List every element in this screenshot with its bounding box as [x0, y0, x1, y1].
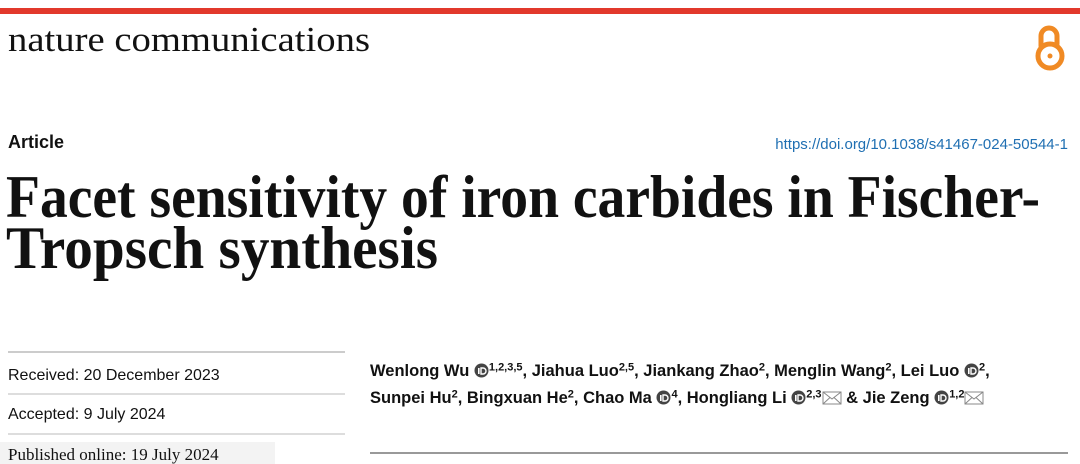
published-bg: [0, 442, 275, 464]
affiliation: 2: [885, 361, 892, 374]
author-name: Menglin Wang: [774, 362, 886, 380]
title-line: Facet sensitivity of iron carbides in Fi…: [6, 164, 1040, 230]
article-type: Article: [8, 132, 64, 152]
accepted-date: Accepted: 9 July 2024: [8, 406, 166, 423]
affiliation: 2: [567, 388, 574, 401]
author-list: Wenlong Wu 1,2,3,5, Jiahua Luo2,5, Jiank…: [370, 358, 1075, 412]
affiliation: 1,2,3,5: [488, 361, 523, 374]
orcid-icon[interactable]: [964, 363, 979, 378]
author-name: Jiankang Zhao: [643, 362, 759, 380]
received-date: Received: 20 December 2023: [8, 367, 220, 384]
separator: ,: [573, 389, 579, 407]
author-name: Hongliang Li: [686, 389, 787, 407]
orcid-icon[interactable]: [791, 390, 806, 405]
separator: &: [846, 389, 859, 407]
author-name: Sunpei Hu: [370, 389, 452, 407]
affiliation: 2,5: [618, 361, 635, 374]
affiliation: 2: [978, 361, 986, 374]
affiliation: 4: [671, 388, 678, 401]
title-line: Tropsch synthesis: [6, 215, 438, 281]
email-icon[interactable]: [822, 391, 842, 405]
separator: ,: [457, 389, 463, 407]
affiliation: 1,2: [949, 388, 965, 401]
author-name: Jiahua Luo: [531, 362, 619, 380]
doi-link[interactable]: https://doi.org/10.1038/s41467-024-50544…: [775, 136, 1068, 153]
author-name: Chao Ma: [583, 389, 652, 407]
author-name: Wenlong Wu: [370, 362, 470, 380]
email-icon[interactable]: [964, 391, 984, 405]
author-name: Lei Luo: [900, 362, 960, 380]
author-name: Bingxuan He: [466, 389, 568, 407]
separator: ,: [985, 362, 990, 380]
journal-name: nature communications: [8, 20, 370, 59]
separator: ,: [634, 362, 639, 380]
separator: ,: [764, 362, 770, 380]
separator: ,: [522, 362, 528, 380]
separator: ,: [677, 389, 683, 407]
orcid-icon[interactable]: [474, 363, 489, 378]
affiliation: 2: [758, 361, 765, 374]
top-bar: [0, 8, 1080, 14]
author-name: Jie Zeng: [862, 389, 930, 407]
orcid-icon[interactable]: [656, 390, 671, 405]
open-access-icon[interactable]: [1035, 25, 1065, 71]
affiliation: 2: [451, 388, 458, 401]
published-date: Published online: 19 July 2024: [8, 445, 219, 464]
orcid-icon[interactable]: [934, 390, 949, 405]
affiliation: 2,3: [806, 388, 822, 401]
separator: ,: [891, 362, 897, 380]
